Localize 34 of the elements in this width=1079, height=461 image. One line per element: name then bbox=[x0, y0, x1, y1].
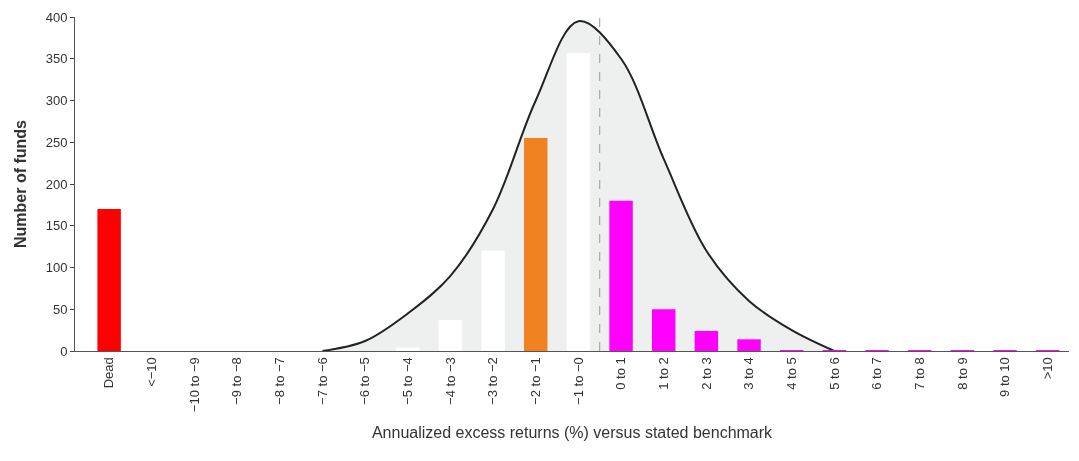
x-tick-label: 4 to 5 bbox=[783, 357, 799, 390]
x-tick-label: >10 bbox=[1039, 357, 1055, 380]
y-tick-label: 0 bbox=[60, 343, 68, 359]
x-tick-label: 1 to 2 bbox=[655, 357, 671, 390]
x-tick-label: −6 to −5 bbox=[357, 357, 373, 405]
x-tick-label: −2 to −1 bbox=[527, 357, 543, 405]
x-axis-title: Annualized excess returns (%) versus stated benchmark bbox=[371, 423, 774, 441]
x-tick-label: −3 to −2 bbox=[485, 357, 501, 405]
x-tick-label: 7 to 8 bbox=[911, 357, 927, 390]
y-tick-label: 100 bbox=[45, 260, 68, 276]
x-tick-label: −10 to −9 bbox=[186, 357, 202, 413]
x-tick-label: Dead bbox=[101, 357, 117, 389]
y-tick-label: 350 bbox=[45, 51, 68, 67]
x-tick-label: 3 to 4 bbox=[741, 357, 757, 390]
y-tick-label: 250 bbox=[45, 134, 68, 150]
x-tick-label: −1 to −0 bbox=[570, 357, 586, 405]
x-tick-label: 0 to 1 bbox=[613, 357, 629, 390]
x-tick-label: 2 to 3 bbox=[698, 357, 714, 390]
x-tick-label: 8 to 9 bbox=[954, 357, 970, 390]
x-tick-label: −5 to −4 bbox=[399, 357, 415, 405]
x-tick-label: <−10 bbox=[144, 357, 160, 387]
x-tick-label: 9 to 10 bbox=[997, 357, 1013, 397]
y-tick-label: 400 bbox=[45, 9, 68, 25]
x-tick-label: 6 to 7 bbox=[869, 357, 885, 390]
x-tick-label: 5 to 6 bbox=[826, 357, 842, 390]
x-tick-label: −7 to −6 bbox=[314, 357, 330, 405]
x-tick-label: −8 to −7 bbox=[271, 357, 287, 405]
y-tick-label: 200 bbox=[45, 176, 68, 192]
y-axis-title: Number of funds bbox=[11, 119, 29, 248]
y-tick-label: 150 bbox=[45, 218, 68, 234]
y-tick-label: 50 bbox=[52, 301, 68, 317]
x-tick-label: −9 to −8 bbox=[229, 357, 245, 405]
x-tick-label: −4 to −3 bbox=[442, 357, 458, 405]
y-tick-label: 300 bbox=[45, 93, 68, 109]
